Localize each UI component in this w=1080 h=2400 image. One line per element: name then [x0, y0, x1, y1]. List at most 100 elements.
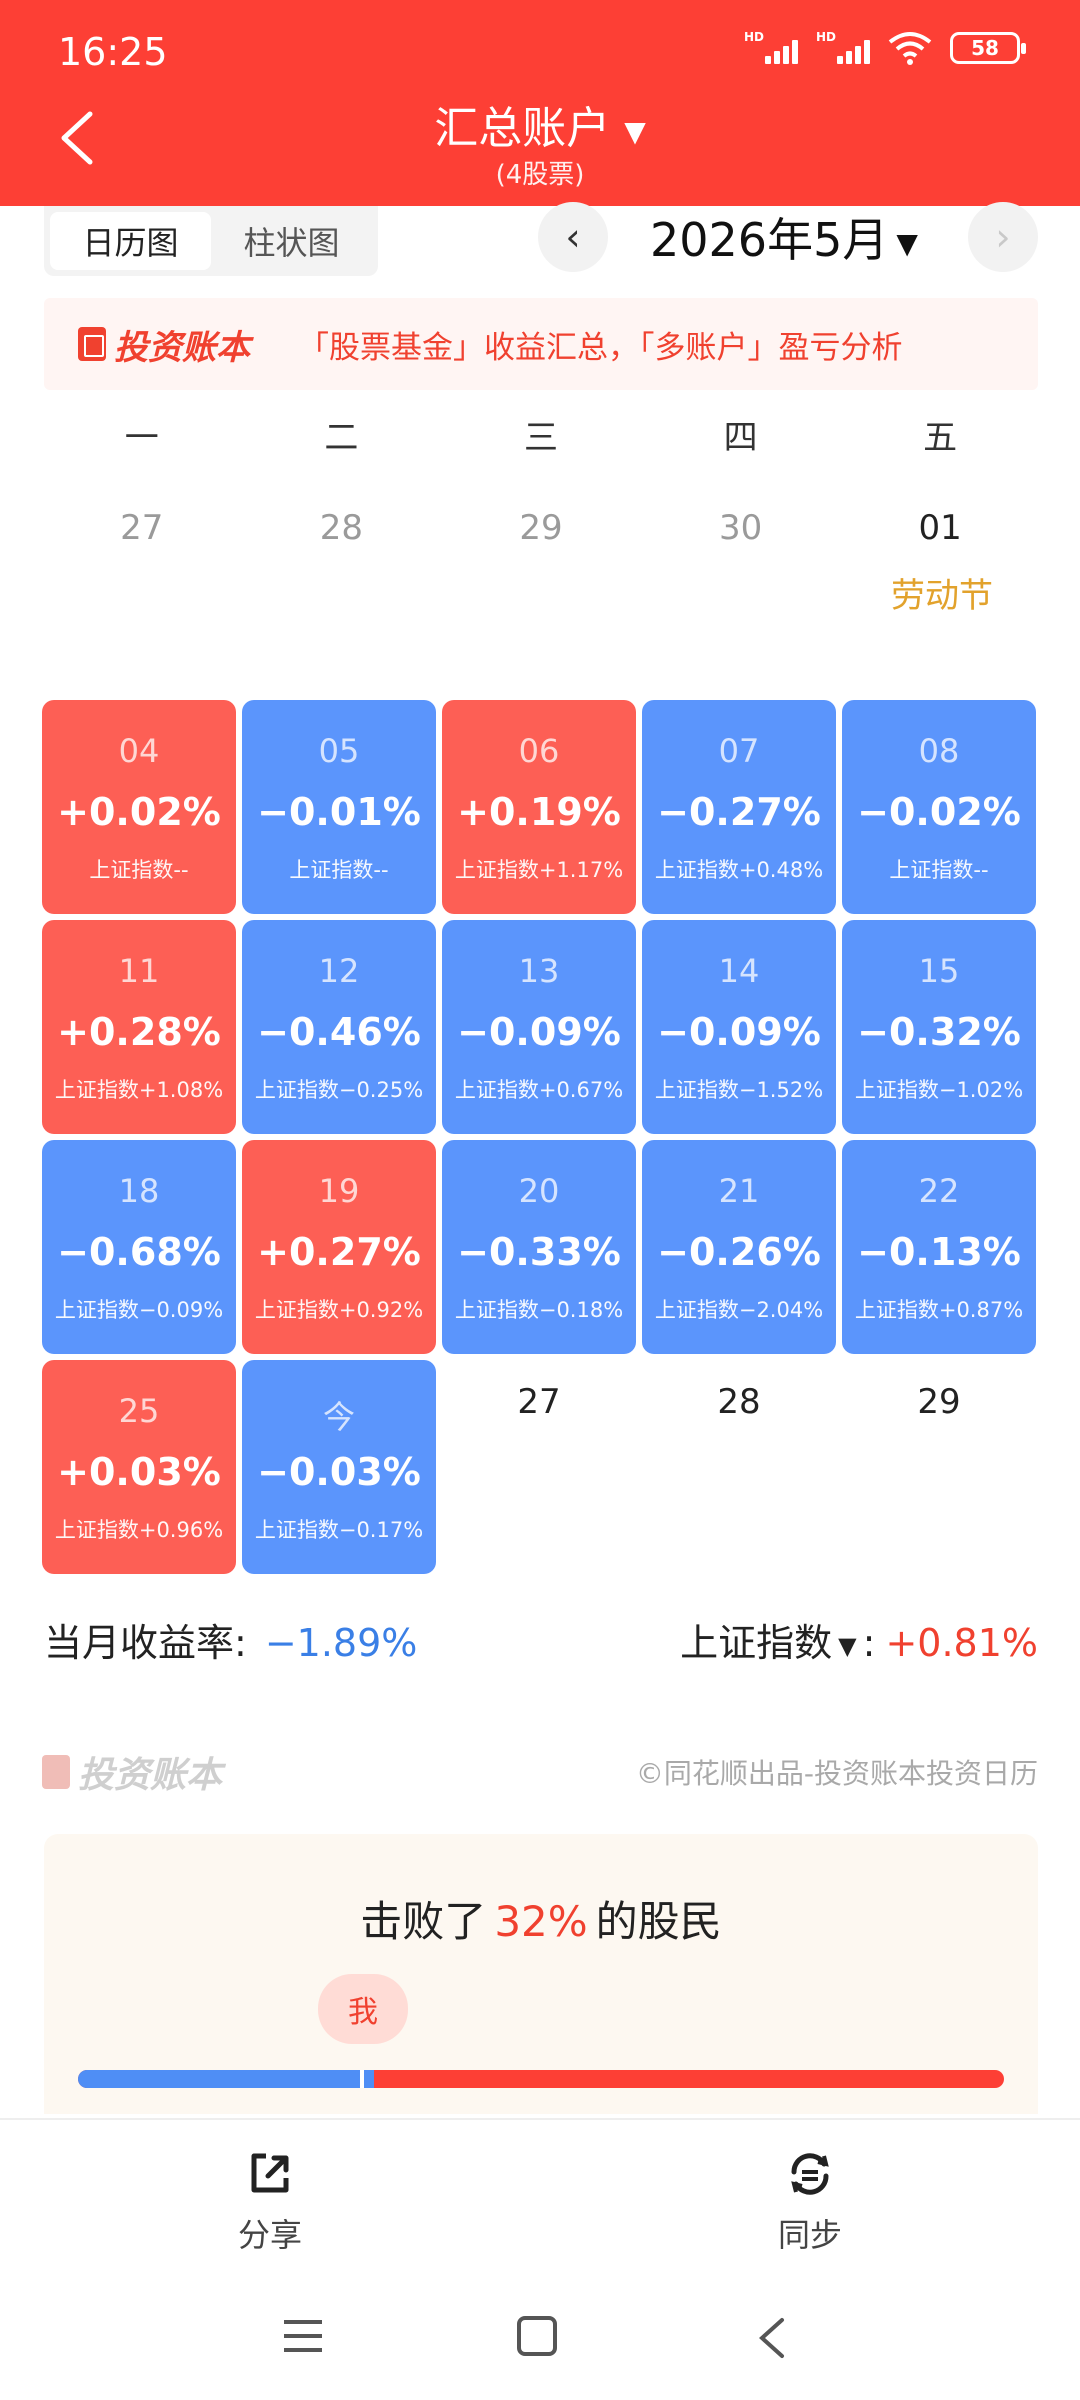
index-change: 上证指数+0.48%: [654, 858, 824, 882]
promo-banner[interactable]: 投资账本 「股票基金」收益汇总，「多账户」盈亏分析: [44, 298, 1038, 390]
ranking-bar-marker: [360, 2070, 364, 2088]
day-number: 13: [518, 952, 560, 990]
banner-logo: 投资账本: [78, 320, 250, 369]
system-nav-bar: [0, 2270, 1080, 2400]
calendar-day-cell[interactable]: 15 −0.32% 上证指数−1.02%: [842, 920, 1036, 1134]
tab-calendar[interactable]: 日历图: [50, 212, 211, 270]
dropdown-icon: ▼: [624, 114, 646, 148]
monthly-return: 当月收益率: −1.89%: [44, 1612, 417, 1667]
day-number: 12: [318, 952, 360, 990]
day-number: 05: [318, 732, 360, 770]
calendar-day: 29: [519, 508, 563, 548]
bottom-action-bar: 分享 同步: [0, 2118, 1080, 2270]
weekday: 三: [523, 418, 558, 458]
cell-signal-icon: HD: [744, 30, 798, 66]
ranking-title: 击败了 32% 的股民: [360, 1897, 722, 1946]
day-number: 08: [918, 732, 960, 770]
index-change: 上证指数−1.02%: [854, 1078, 1024, 1102]
calendar-day[interactable]: 27: [517, 1382, 561, 1422]
day-number: 25: [118, 1392, 160, 1430]
index-change: 上证指数+0.92%: [254, 1298, 424, 1322]
calendar-day-cell[interactable]: 18 −0.68% 上证指数−0.09%: [42, 1140, 236, 1354]
weekday: 二: [324, 418, 359, 458]
calendar-day-cell[interactable]: 19 +0.27% 上证指数+0.92%: [242, 1140, 436, 1354]
calendar-day-cell[interactable]: 今 −0.03% 上证指数−0.17%: [242, 1360, 436, 1574]
tab-bar-chart[interactable]: 柱状图: [243, 224, 340, 262]
index-change: 上证指数−0.17%: [254, 1518, 424, 1542]
index-change: 上证指数−0.18%: [454, 1298, 624, 1322]
home-icon[interactable]: [516, 2316, 558, 2356]
index-change: 上证指数+1.17%: [454, 858, 624, 882]
daily-return: −0.09%: [457, 1010, 621, 1054]
calendar-day-cell[interactable]: 14 −0.09% 上证指数−1.52%: [642, 920, 836, 1134]
calendar-day-cell[interactable]: 07 −0.27% 上证指数+0.48%: [642, 700, 836, 914]
previous-days-row: 27 28 29 30 01: [42, 508, 1040, 548]
daily-return: −0.46%: [257, 1010, 421, 1054]
back-icon[interactable]: [56, 110, 100, 166]
cell-signal-icon-2: HD: [816, 30, 870, 66]
calendar-day: 30: [718, 508, 763, 548]
share-icon: [251, 2153, 289, 2193]
calendar-day-cell[interactable]: 06 +0.19% 上证指数+1.17%: [442, 700, 636, 914]
wifi-icon: [888, 32, 932, 65]
monthly-summary: 当月收益率: −1.89% 上证指数 ▼: +0.81%: [44, 1612, 1038, 1672]
day-number: 04: [118, 732, 160, 770]
view-toggle: 日历图 柱状图: [44, 206, 378, 276]
calendar-day-cell[interactable]: 25 +0.03% 上证指数+0.96%: [42, 1360, 236, 1574]
day-number: 21: [718, 1172, 760, 1210]
calendar-day-cell[interactable]: 05 −0.01% 上证指数--: [242, 700, 436, 914]
calendar-day[interactable]: 28: [717, 1382, 761, 1422]
calendar-day-cell[interactable]: 22 −0.13% 上证指数+0.87%: [842, 1140, 1036, 1354]
ledger-icon: [78, 327, 106, 361]
weekday: 四: [723, 418, 758, 458]
day-number: 07: [718, 732, 760, 770]
month-label: 2026年5月: [650, 213, 889, 267]
daily-return: −0.68%: [57, 1230, 221, 1274]
day-number: 22: [918, 1172, 960, 1210]
index-selector[interactable]: 上证指数 ▼: +0.81%: [680, 1621, 1038, 1665]
index-change: 上证指数−1.52%: [654, 1078, 824, 1102]
share-button[interactable]: 分享: [170, 2150, 370, 2256]
next-month-button[interactable]: ›: [968, 202, 1038, 272]
index-change: 上证指数−0.09%: [54, 1298, 224, 1322]
calendar-day-cell[interactable]: 12 −0.46% 上证指数−0.25%: [242, 920, 436, 1134]
dropdown-icon: ▼: [896, 227, 918, 260]
daily-return: +0.27%: [257, 1230, 421, 1274]
calendar-day-cell[interactable]: 20 −0.33% 上证指数−0.18%: [442, 1140, 636, 1354]
daily-return: −0.32%: [857, 1010, 1021, 1054]
day-number: 19: [318, 1172, 360, 1210]
weekday: 一: [124, 418, 159, 458]
daily-return: +0.28%: [57, 1010, 221, 1054]
calendar-day-cell[interactable]: 21 −0.26% 上证指数−2.04%: [642, 1140, 836, 1354]
account-selector[interactable]: 汇总账户 ▼: [0, 92, 1080, 156]
index-change: 上证指数--: [289, 858, 389, 882]
month-selector[interactable]: 2026年5月 ▼: [650, 204, 918, 270]
ranking-bar: [78, 2070, 1004, 2088]
top-bar: 16:25 HD HD 58 汇总账户 ▼ (4股票): [0, 0, 1080, 206]
banner-text: 「股票基金」收益汇总，「多账户」盈亏分析: [298, 329, 903, 366]
index-change: 上证指数--: [89, 858, 189, 882]
daily-return: +0.03%: [57, 1450, 221, 1494]
prev-month-button[interactable]: ‹: [538, 202, 608, 272]
day-number: 11: [118, 952, 160, 990]
daily-return: +0.02%: [57, 790, 221, 834]
calendar-day-cell[interactable]: 08 −0.02% 上证指数--: [842, 700, 1036, 914]
calendar-day-cell[interactable]: 13 −0.09% 上证指数+0.67%: [442, 920, 636, 1134]
menu-icon[interactable]: [282, 2316, 324, 2356]
sync-button[interactable]: 同步: [710, 2150, 910, 2256]
daily-return: −0.02%: [857, 790, 1021, 834]
index-change: 上证指数−2.04%: [654, 1298, 824, 1322]
ranking-value: 32%: [494, 1897, 588, 1946]
daily-return: −0.27%: [657, 790, 821, 834]
sync-icon: [791, 2153, 829, 2195]
calendar-day[interactable]: 01: [918, 508, 962, 548]
day-number: 18: [118, 1172, 160, 1210]
daily-return: −0.01%: [257, 790, 421, 834]
calendar-day[interactable]: 29: [917, 1382, 961, 1422]
calendar-day-cell[interactable]: 11 +0.28% 上证指数+1.08%: [42, 920, 236, 1134]
back-nav-icon[interactable]: [756, 2316, 786, 2360]
daily-return: −0.33%: [457, 1230, 621, 1274]
credit-text: ©同花顺出品-投资账本投资日历: [635, 1757, 1038, 1790]
page-title: 汇总账户: [434, 103, 611, 154]
calendar-day-cell[interactable]: 04 +0.02% 上证指数--: [42, 700, 236, 914]
